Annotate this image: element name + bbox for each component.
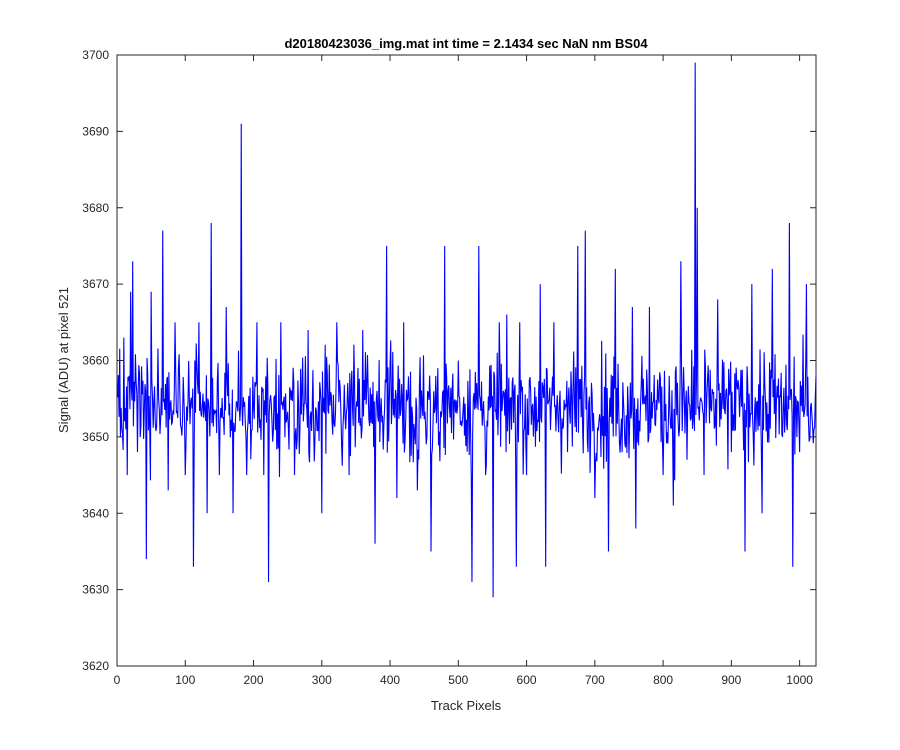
x-tick-label: 300 bbox=[312, 673, 332, 687]
x-tick-label: 1000 bbox=[786, 673, 813, 687]
x-tick-label: 100 bbox=[175, 673, 195, 687]
y-tick-label: 3650 bbox=[82, 430, 109, 444]
x-tick-label: 700 bbox=[585, 673, 605, 687]
y-tick-label: 3680 bbox=[82, 201, 109, 215]
chart-title: d20180423036_img.mat int time = 2.1434 s… bbox=[284, 36, 648, 51]
plot-area: 0 100 200 300 400 500 600 700 800 900 1000 3620 3630… bbox=[82, 48, 817, 687]
y-tick-label: 3620 bbox=[82, 659, 109, 673]
x-tick-label: 600 bbox=[517, 673, 537, 687]
x-axis-label: Track Pixels bbox=[431, 698, 502, 713]
x-tick-label: 500 bbox=[448, 673, 468, 687]
y-tick-label: 3670 bbox=[82, 277, 109, 291]
y-tick-label: 3640 bbox=[82, 506, 109, 520]
x-tick-label: 0 bbox=[114, 673, 121, 687]
x-tick-label: 200 bbox=[244, 673, 264, 687]
series-line bbox=[117, 62, 817, 598]
ticks-layer: 0 100 200 300 400 500 600 700 800 900 1000 3620 3630… bbox=[82, 48, 816, 687]
y-tick-label: 3700 bbox=[82, 48, 109, 62]
x-tick-label: 400 bbox=[380, 673, 400, 687]
y-tick-label: 3690 bbox=[82, 124, 109, 138]
series-layer bbox=[117, 62, 817, 598]
x-tick-label: 800 bbox=[653, 673, 673, 687]
axes-box bbox=[116, 54, 817, 667]
y-axis-label: Signal (ADU) at pixel 521 bbox=[56, 287, 71, 433]
y-tick-label: 3660 bbox=[82, 354, 109, 368]
x-tick-label: 900 bbox=[721, 673, 741, 687]
y-tick-label: 3630 bbox=[82, 583, 109, 597]
